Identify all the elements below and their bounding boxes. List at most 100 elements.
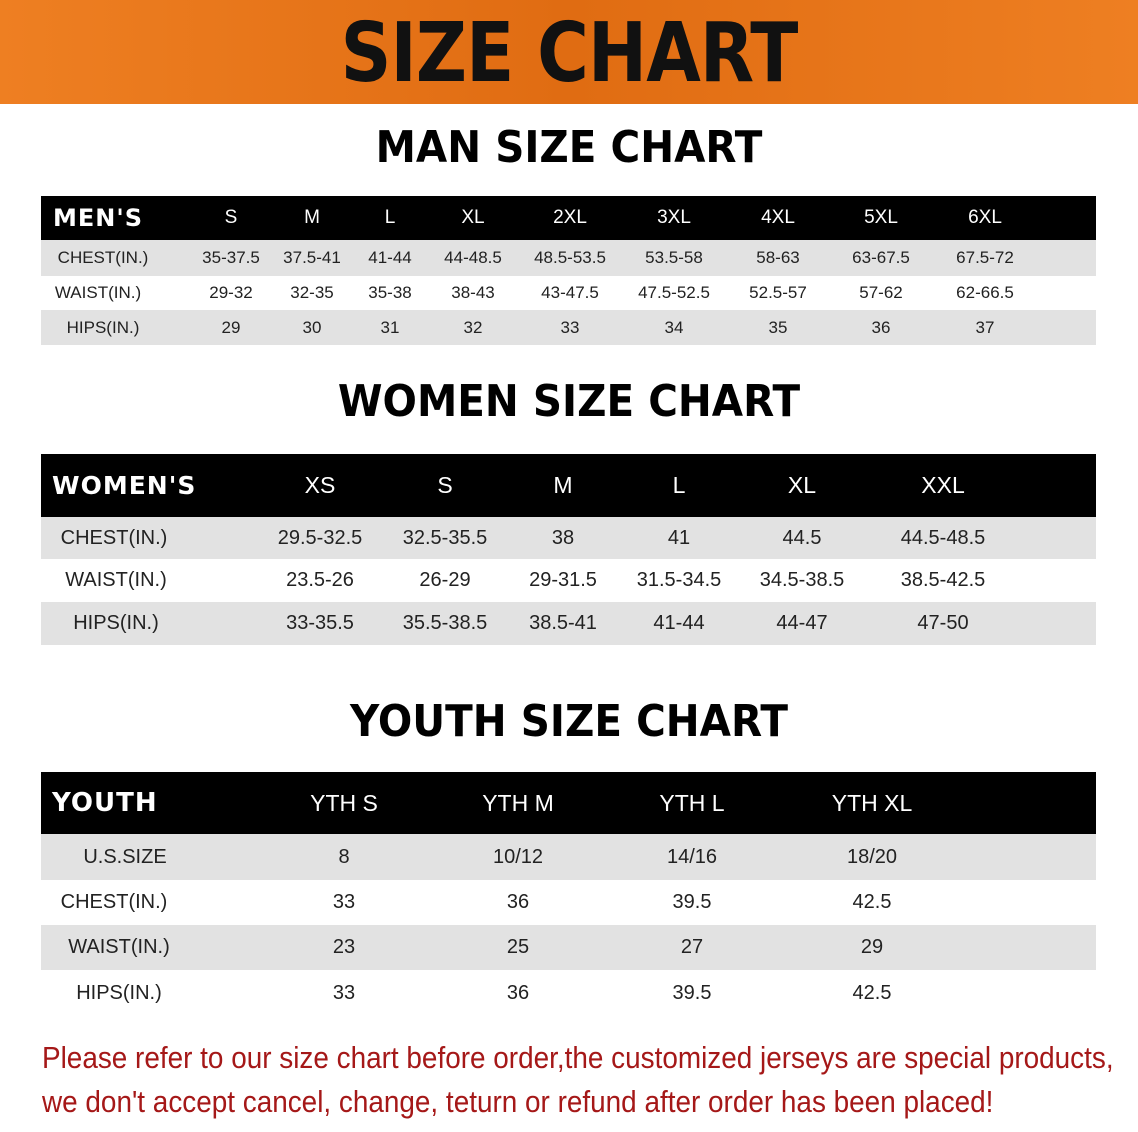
measurement-value: 26-29 (419, 569, 471, 591)
measurement-value: 41-44 (368, 248, 412, 267)
measurement-value: 53.5-58 (645, 248, 703, 267)
measurement-value: 30 (302, 317, 322, 337)
measurement-label: WAIST(IN.) (54, 283, 142, 302)
men-section-title: MAN SIZE CHART (375, 122, 763, 173)
measurement-value: 32.5-35.5 (402, 526, 488, 549)
measurement-value: 29-32 (209, 283, 253, 302)
measurement-value: 47-50 (917, 612, 969, 634)
size-header: 5XL (864, 207, 898, 228)
measurement-value: 34.5-38.5 (759, 569, 845, 591)
measurement-value: 29.5-32.5 (277, 526, 363, 549)
size-header: M (553, 472, 573, 498)
notice-line-2: we don't accept cancel, change, teturn o… (42, 1084, 994, 1119)
youth-section-title: YOUTH SIZE CHART (350, 696, 788, 747)
measurement-value: 33 (332, 891, 356, 913)
size-header: S (224, 207, 238, 228)
measurement-value: 35.5-38.5 (402, 612, 488, 634)
measurement-value: 63-67.5 (852, 248, 910, 267)
measurement-value: 57-62 (859, 283, 903, 302)
measurement-value: 41 (667, 526, 691, 549)
measurement-value: 39.5 (672, 981, 712, 1004)
youth-header-row: YOUTH YTH S YTH M YTH L YTH XL (41, 772, 1096, 834)
measurement-label: WAIST(IN.) (65, 569, 167, 591)
measurement-value: 29 (860, 936, 884, 958)
youth-table-row: HIPS(IN.) 33 36 39.5 42.5 (41, 970, 1096, 1016)
measurement-value: 35-37.5 (202, 248, 260, 267)
measurement-value: 47.5-52.5 (638, 283, 710, 302)
measurement-value: 52.5-57 (749, 283, 807, 302)
measurement-value: 41-44 (653, 612, 705, 634)
youth-table-row: WAIST(IN.) 23 25 27 29 (41, 925, 1096, 970)
measurement-value: 36 (506, 891, 530, 913)
size-header: L (672, 472, 686, 498)
size-header: XL (461, 207, 485, 228)
size-header: XS (304, 472, 336, 498)
men-header-label: MEN'S (53, 204, 143, 232)
measurement-value: 44.5-48.5 (900, 526, 986, 549)
measurement-value: 25 (506, 936, 530, 958)
measurement-value: 14/16 (666, 845, 718, 868)
size-header: XXL (921, 472, 965, 498)
men-table-row: CHEST(IN.) 35-37.5 37.5-41 41-44 44-48.5 48.5… (41, 240, 1096, 276)
measurement-value: 44.5 (782, 526, 822, 549)
banner-title: SIZE CHART (340, 6, 799, 101)
measurement-value: 36 (506, 981, 530, 1004)
size-header: 3XL (657, 207, 691, 228)
measurement-label: CHEST(IN.) (57, 248, 149, 267)
measurement-value: 8 (338, 845, 350, 868)
youth-size-table: YOUTH YTH S YTH M YTH L YTH XL U.S.SIZE 8 10/12… (41, 772, 1096, 1016)
measurement-value: 39.5 (672, 891, 712, 913)
size-header: S (437, 472, 453, 498)
measurement-value: 31.5-34.5 (636, 569, 722, 591)
size-header: 6XL (968, 207, 1002, 228)
measurement-label: HIPS(IN.) (73, 612, 159, 634)
measurement-value: 33 (560, 317, 580, 337)
measurement-value: 38-43 (451, 283, 495, 302)
youth-table-row: CHEST(IN.) 33 36 39.5 42.5 (41, 880, 1096, 925)
measurement-value: 32-35 (290, 283, 334, 302)
size-header: YTH M (482, 789, 554, 816)
measurement-value: 29 (221, 317, 241, 337)
size-header: L (384, 207, 396, 228)
women-size-table: WOMEN'S XS S M L XL XXL CHEST(IN.) 29.5-32.5 32.5… (41, 454, 1096, 645)
measurement-value: 48.5-53.5 (534, 248, 606, 267)
measurement-value: 31 (380, 317, 400, 337)
measurement-label: CHEST(IN.) (60, 526, 168, 549)
size-header: 4XL (761, 207, 795, 228)
men-table-row: HIPS(IN.) 29 30 31 32 33 34 35 36 37 (41, 310, 1096, 345)
measurement-value: 29-31.5 (529, 569, 597, 591)
men-size-table: MEN'S S M L XL 2XL 3XL 4XL 5XL 6XL CHEST(IN.) 35-37… (41, 196, 1096, 345)
measurement-value: 10/12 (492, 845, 544, 868)
measurement-label: U.S.SIZE (83, 845, 167, 868)
measurement-value: 58-63 (756, 248, 800, 267)
size-header: M (304, 207, 320, 228)
women-table-row: HIPS(IN.) 33-35.5 35.5-38.5 38.5-41 41-44 44-… (41, 602, 1096, 645)
size-header: YTH XL (831, 789, 913, 816)
measurement-value: 37.5-41 (283, 248, 341, 267)
men-header-row: MEN'S S M L XL 2XL 3XL 4XL 5XL 6XL (41, 196, 1096, 240)
size-header: YTH L (659, 789, 725, 816)
measurement-label: HIPS(IN.) (66, 317, 140, 337)
measurement-value: 36 (871, 317, 891, 337)
measurement-label: WAIST(IN.) (68, 936, 170, 958)
measurement-value: 43-47.5 (541, 283, 599, 302)
measurement-value: 23.5-26 (286, 569, 354, 591)
measurement-label: CHEST(IN.) (60, 891, 168, 913)
men-table-row: WAIST(IN.) 29-32 32-35 35-38 38-43 43-47.5 47.… (41, 276, 1096, 310)
measurement-value: 42.5 (852, 981, 892, 1004)
measurement-value: 62-66.5 (956, 283, 1014, 302)
measurement-value: 35 (768, 317, 788, 337)
youth-header-label: YOUTH (52, 788, 158, 818)
measurement-value: 33 (332, 981, 356, 1004)
size-header: XL (787, 472, 817, 498)
women-header-row: WOMEN'S XS S M L XL XXL (41, 454, 1096, 517)
measurement-value: 34 (664, 317, 684, 337)
measurement-value: 67.5-72 (956, 248, 1014, 267)
measurement-value: 44-47 (776, 612, 828, 634)
measurement-value: 38.5-42.5 (900, 569, 986, 591)
measurement-label: HIPS(IN.) (76, 981, 162, 1004)
measurement-value: 23 (332, 936, 356, 958)
measurement-value: 37 (975, 317, 995, 337)
size-header: YTH S (310, 789, 378, 816)
measurement-value: 38.5-41 (529, 612, 597, 634)
